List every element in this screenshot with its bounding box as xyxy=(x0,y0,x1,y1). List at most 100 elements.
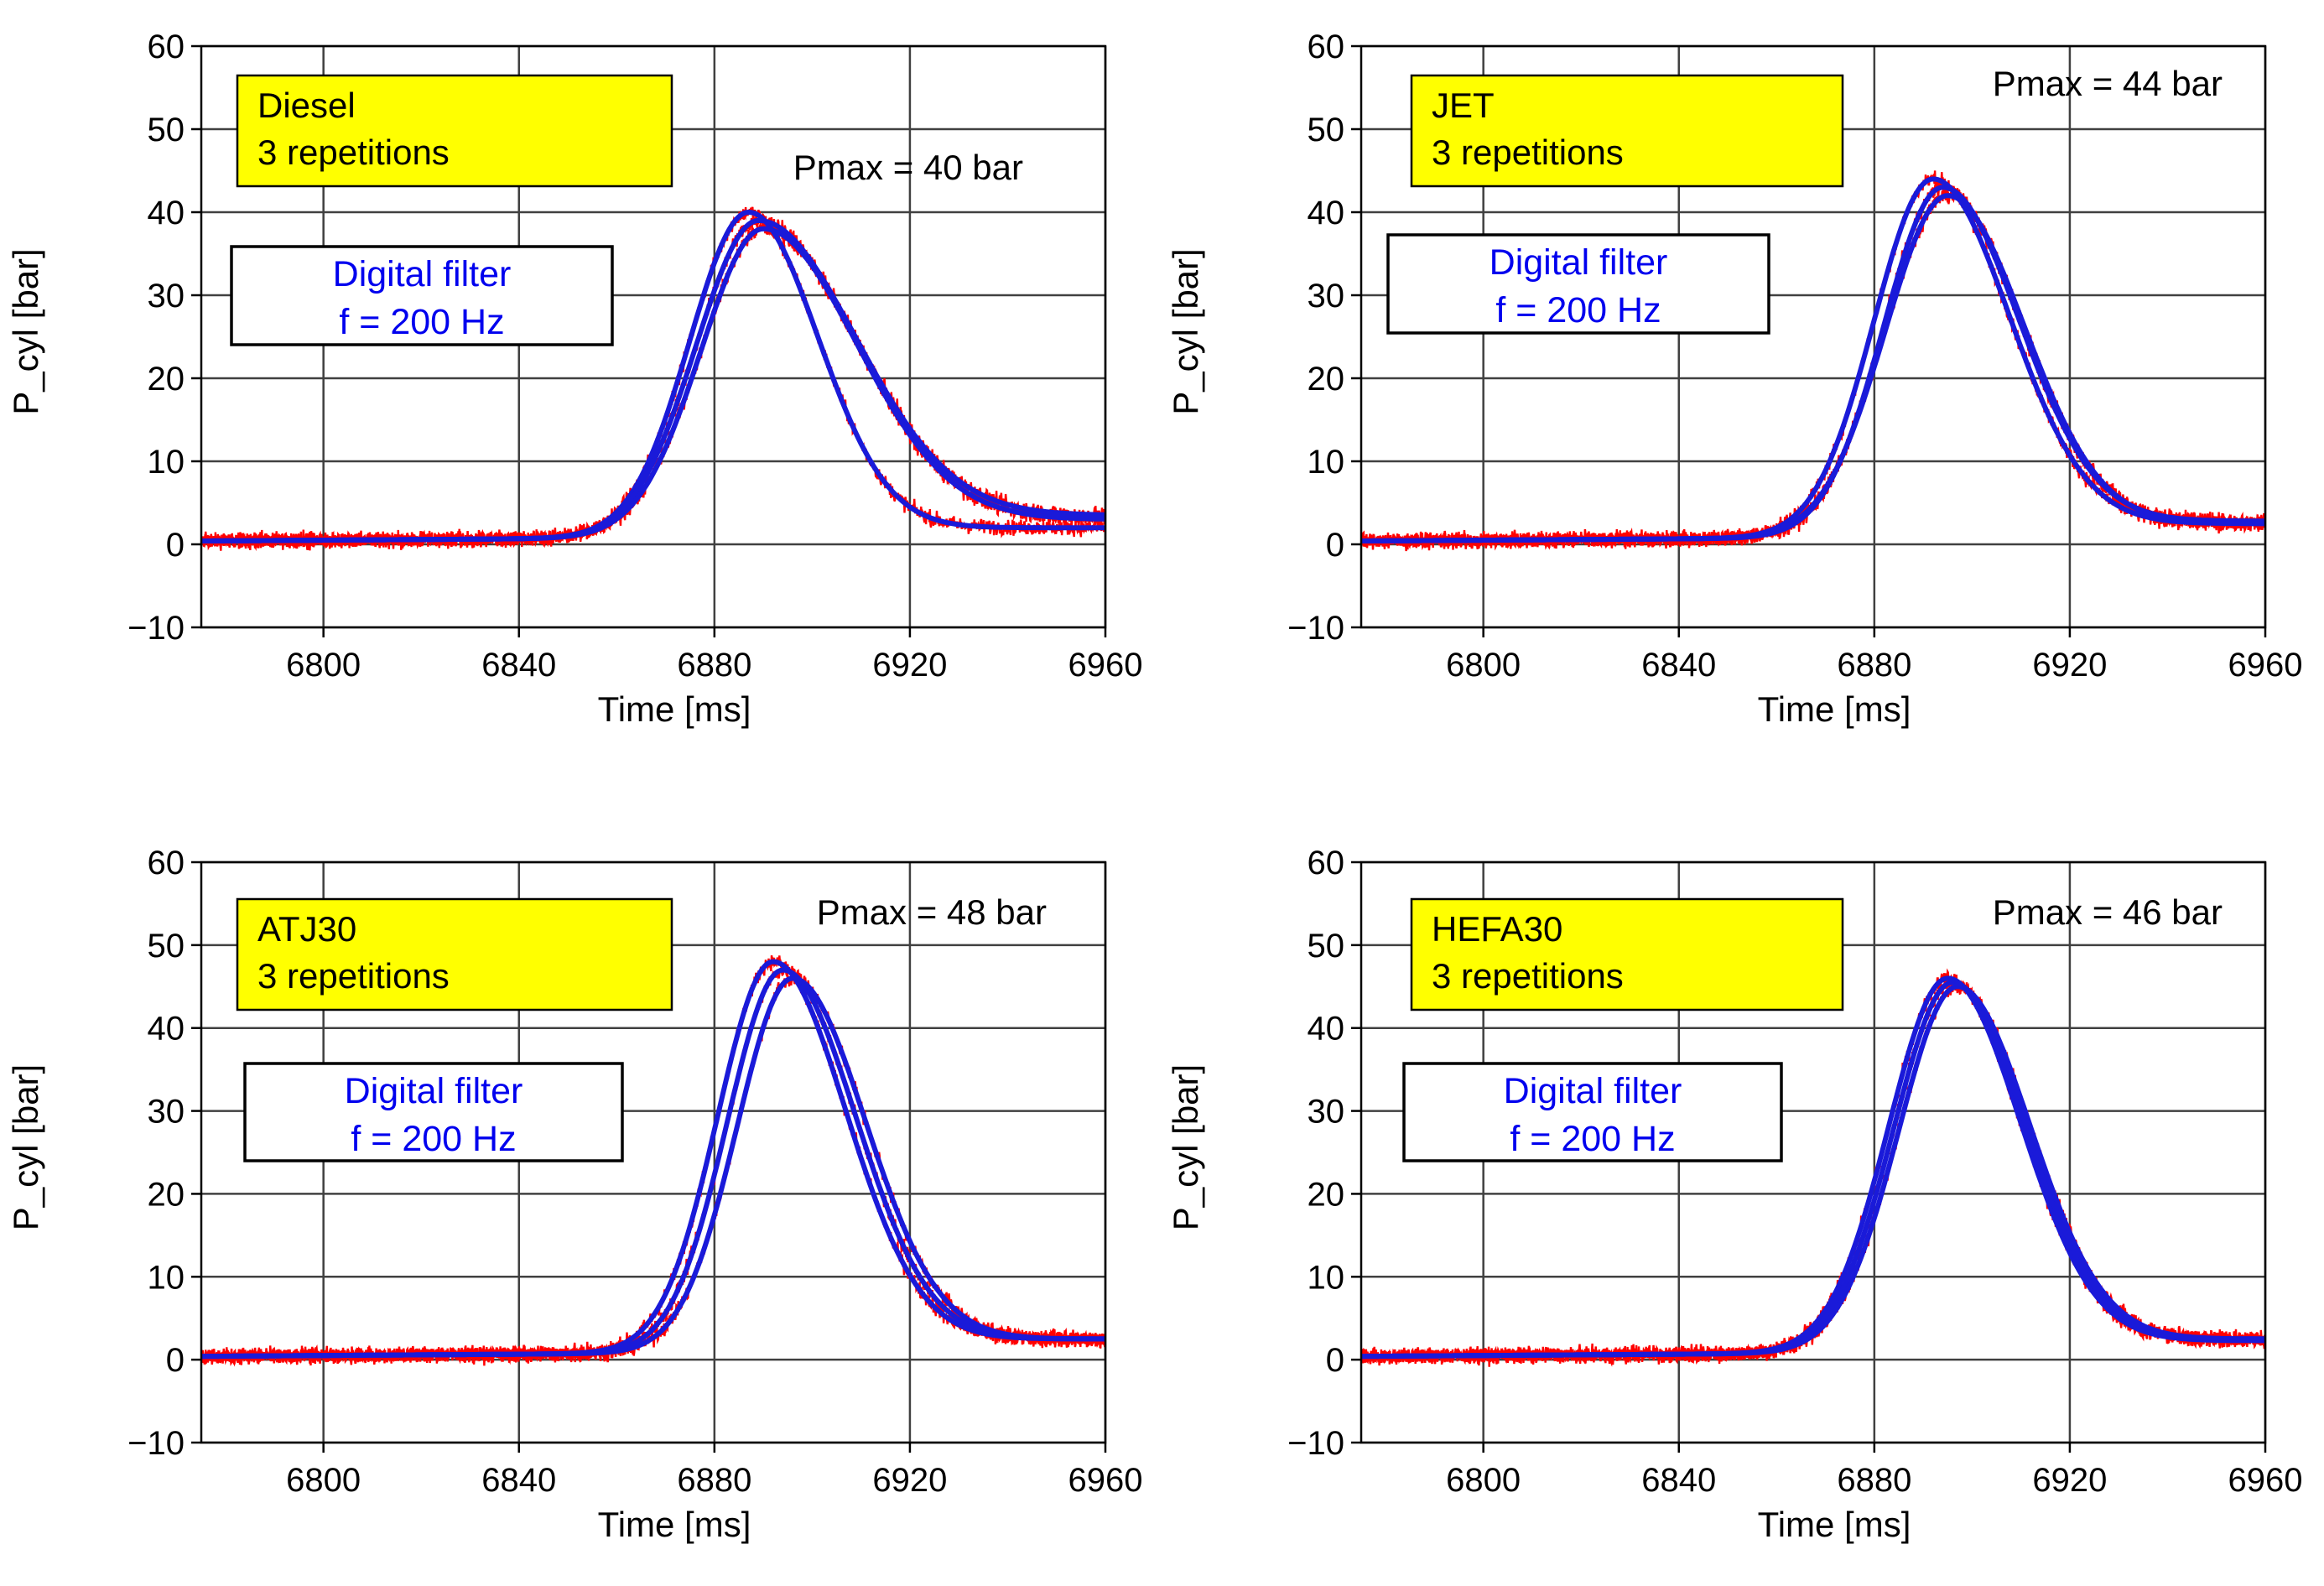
raw-traces xyxy=(1361,968,2265,1367)
y-tick-label: 0 xyxy=(166,1342,185,1379)
filter-line-2: f = 200 Hz xyxy=(1510,1119,1675,1159)
y-tick-label: 10 xyxy=(1308,1259,1345,1296)
x-tick-label: 6840 xyxy=(1641,1462,1716,1499)
x-tick-label: 6800 xyxy=(286,1462,361,1499)
fuel-name: JET xyxy=(1432,86,1495,125)
repetitions-label: 3 repetitions xyxy=(257,956,450,996)
y-tick-label: 0 xyxy=(1326,1342,1344,1379)
filtered-traces xyxy=(201,209,1105,543)
x-tick-label: 6800 xyxy=(1446,1462,1521,1499)
y-tick-label: 10 xyxy=(148,1259,185,1296)
x-tick-label: 6920 xyxy=(2032,1462,2107,1499)
y-tick-label: 10 xyxy=(1308,444,1345,481)
y-tick-label: 50 xyxy=(1308,928,1345,965)
fuel-box-background xyxy=(236,74,673,188)
filter-line-2: f = 200 Hz xyxy=(1495,290,1661,330)
filter-line-1: Digital filter xyxy=(1490,242,1668,283)
plot-frame xyxy=(200,861,1107,1444)
filter-label-box: Digital filter f = 200 Hz xyxy=(1402,1062,1783,1162)
y-tick-label: 20 xyxy=(1308,361,1345,398)
fuel-box-background xyxy=(236,897,673,1011)
filter-line-2: f = 200 Hz xyxy=(339,302,504,342)
filter-line-1: Digital filter xyxy=(345,1071,523,1111)
filter-box-background xyxy=(1386,233,1770,335)
chart-panel-hefa30: −10 0 10 20 30 40 50 60 6800 6840 6880 6920 6960 Time… xyxy=(1166,845,2302,1544)
pmax-label: Pmax = 46 bar xyxy=(1993,892,2223,932)
fuel-label-box: JET 3 repetitions xyxy=(1410,74,1844,188)
filtered-trace-rep-1 xyxy=(1361,176,2265,543)
filtered-trace-rep-3 xyxy=(201,975,1105,1360)
y-tick-label: 30 xyxy=(148,1094,185,1131)
y-tick-label: 30 xyxy=(148,278,185,315)
y-tick-label: −10 xyxy=(127,610,185,647)
repetitions-label: 3 repetitions xyxy=(1432,133,1624,172)
x-axis-title: Time [ms] xyxy=(1758,1505,1911,1544)
repetitions-label: 3 repetitions xyxy=(257,133,450,172)
chart-panel-diesel: −10 0 10 20 30 40 50 60 6800 6840 6880 6920 6960 Time… xyxy=(6,29,1142,729)
x-tick-label: 6960 xyxy=(2228,1462,2303,1499)
raw-trace-rep-3 xyxy=(201,969,1105,1366)
fuel-name: Diesel xyxy=(257,86,356,125)
filtered-traces xyxy=(1361,975,2265,1360)
chart-panel-atj30: −10 0 10 20 30 40 50 60 6800 6840 6880 6920 6960 Time… xyxy=(6,845,1142,1544)
x-tick-label: 6840 xyxy=(1641,647,1716,684)
y-tick-label: 50 xyxy=(1308,112,1345,148)
y-axis-title: P_cyl [bar] xyxy=(6,248,45,414)
x-axis-title: Time [ms] xyxy=(598,1505,751,1544)
chart-panel-jet: −10 0 10 20 30 40 50 60 6800 6840 6880 6920 6960 Time… xyxy=(1166,29,2302,729)
y-tick-label: 60 xyxy=(1308,845,1345,881)
fuel-label-box: HEFA30 3 repetitions xyxy=(1410,897,1844,1011)
filtered-trace-rep-1 xyxy=(1361,975,2265,1360)
x-tick-label: 6880 xyxy=(677,1462,751,1499)
raw-trace-rep-3 xyxy=(1361,976,2265,1366)
filter-box-background xyxy=(1402,1062,1783,1162)
y-tick-label: 40 xyxy=(1308,195,1345,231)
y-tick-label: 40 xyxy=(148,195,185,231)
y-tick-label: 20 xyxy=(148,361,185,398)
y-tick-label: 50 xyxy=(148,112,185,148)
y-tick-label: 40 xyxy=(148,1011,185,1048)
x-tick-label: 6800 xyxy=(286,647,361,684)
fuel-name: ATJ30 xyxy=(257,909,356,949)
filtered-trace-rep-3 xyxy=(1361,984,2265,1360)
filter-line-1: Digital filter xyxy=(1504,1071,1682,1111)
y-axis-title: P_cyl [bar] xyxy=(1166,1064,1205,1230)
y-tick-label: −10 xyxy=(1287,610,1344,647)
raw-trace-rep-1 xyxy=(1361,968,2265,1365)
filter-box-background xyxy=(230,245,614,346)
x-axis-title: Time [ms] xyxy=(1758,689,1911,729)
filtered-trace-rep-3 xyxy=(201,226,1105,543)
y-tick-label: 60 xyxy=(148,845,185,881)
y-tick-label: 20 xyxy=(1308,1176,1345,1213)
y-axis-title: P_cyl [bar] xyxy=(6,1064,45,1230)
x-tick-label: 6880 xyxy=(677,647,751,684)
x-tick-label: 6840 xyxy=(481,1462,556,1499)
pmax-label: Pmax = 48 bar xyxy=(817,892,1047,932)
raw-trace-rep-2 xyxy=(1361,977,2265,1367)
fuel-name: HEFA30 xyxy=(1432,909,1562,949)
filter-line-2: f = 200 Hz xyxy=(351,1119,516,1159)
filter-label-box: Digital filter f = 200 Hz xyxy=(1386,233,1770,335)
repetitions-label: 3 repetitions xyxy=(1432,956,1624,996)
y-tick-label: 20 xyxy=(148,1176,185,1213)
y-tick-label: 60 xyxy=(1308,29,1345,65)
filtered-trace-rep-2 xyxy=(1361,980,2265,1360)
pmax-label: Pmax = 44 bar xyxy=(1993,64,2223,103)
pmax-label: Pmax = 40 bar xyxy=(793,148,1023,187)
x-tick-label: 6880 xyxy=(1837,1462,1911,1499)
y-tick-label: 40 xyxy=(1308,1011,1345,1048)
plot-frame xyxy=(200,44,1107,629)
y-tick-label: 30 xyxy=(1308,1094,1345,1131)
x-tick-label: 6840 xyxy=(481,647,556,684)
plot-frame xyxy=(1360,861,2267,1444)
x-axis-title: Time [ms] xyxy=(598,689,751,729)
filter-line-1: Digital filter xyxy=(333,254,512,294)
y-tick-label: 50 xyxy=(148,928,185,965)
x-tick-label: 6920 xyxy=(872,647,947,684)
x-tick-label: 6800 xyxy=(1446,647,1521,684)
filtered-traces xyxy=(1361,176,2265,543)
fuel-box-background xyxy=(1410,897,1844,1011)
y-tick-label: 60 xyxy=(148,29,185,65)
x-tick-label: 6960 xyxy=(1068,1462,1143,1499)
